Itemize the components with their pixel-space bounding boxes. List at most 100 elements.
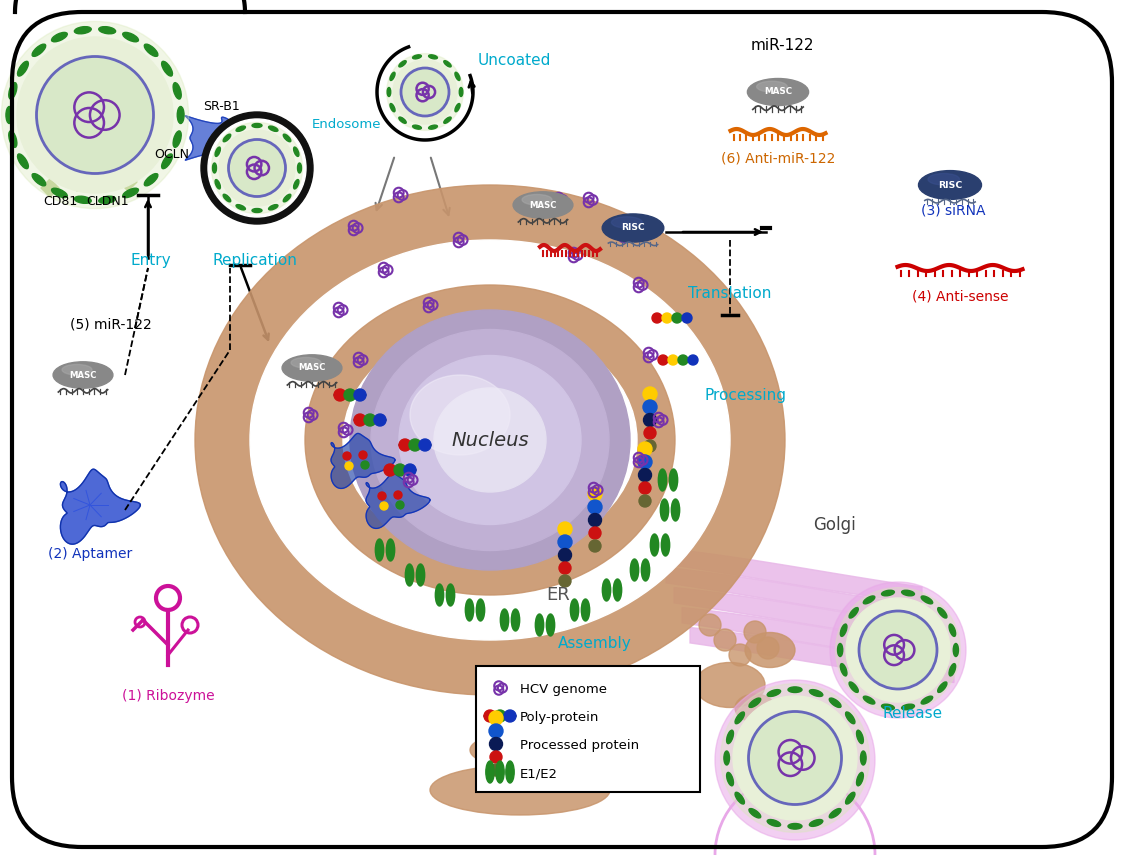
Ellipse shape <box>949 664 956 676</box>
Circle shape <box>733 696 857 820</box>
Circle shape <box>399 439 411 451</box>
Polygon shape <box>674 587 938 642</box>
Text: Assembly: Assembly <box>558 636 632 651</box>
Ellipse shape <box>444 117 451 123</box>
Text: miR-122: miR-122 <box>751 38 814 53</box>
Ellipse shape <box>881 591 895 596</box>
Circle shape <box>229 139 285 196</box>
Ellipse shape <box>32 44 46 57</box>
Polygon shape <box>61 469 141 544</box>
Ellipse shape <box>613 579 622 601</box>
Ellipse shape <box>223 195 231 201</box>
Ellipse shape <box>161 61 172 76</box>
Ellipse shape <box>465 599 473 621</box>
Ellipse shape <box>662 534 669 556</box>
Circle shape <box>678 355 687 365</box>
Ellipse shape <box>650 534 658 556</box>
Ellipse shape <box>350 310 630 570</box>
Ellipse shape <box>641 559 649 581</box>
Ellipse shape <box>195 185 786 695</box>
Circle shape <box>378 492 387 500</box>
Circle shape <box>638 442 653 456</box>
Circle shape <box>394 491 402 499</box>
Ellipse shape <box>669 469 677 491</box>
Ellipse shape <box>724 751 729 765</box>
Ellipse shape <box>788 687 802 692</box>
Circle shape <box>638 455 653 469</box>
Ellipse shape <box>298 163 302 173</box>
Ellipse shape <box>938 682 947 692</box>
Circle shape <box>354 414 366 426</box>
Ellipse shape <box>99 196 116 203</box>
Text: Nucleus: Nucleus <box>451 430 529 449</box>
Text: Entry: Entry <box>130 253 170 268</box>
Circle shape <box>589 540 601 552</box>
Ellipse shape <box>444 60 451 67</box>
Circle shape <box>17 37 174 193</box>
Text: MASC: MASC <box>530 201 557 209</box>
Ellipse shape <box>857 772 863 786</box>
Ellipse shape <box>747 78 808 106</box>
Ellipse shape <box>412 55 421 59</box>
Circle shape <box>361 461 369 469</box>
Text: (4) Anti-sense: (4) Anti-sense <box>912 289 1009 303</box>
Text: Golgi: Golgi <box>814 516 857 534</box>
Circle shape <box>687 355 698 365</box>
Ellipse shape <box>435 584 444 606</box>
Ellipse shape <box>174 131 181 147</box>
Circle shape <box>653 313 662 323</box>
Ellipse shape <box>294 147 299 157</box>
Circle shape <box>829 582 966 718</box>
Ellipse shape <box>841 664 848 676</box>
Ellipse shape <box>735 712 745 724</box>
Ellipse shape <box>919 170 982 200</box>
Text: MASC: MASC <box>70 370 97 380</box>
Ellipse shape <box>99 27 116 34</box>
Circle shape <box>729 644 751 666</box>
Circle shape <box>384 464 396 476</box>
Ellipse shape <box>144 174 158 186</box>
Ellipse shape <box>660 499 668 521</box>
Ellipse shape <box>602 214 664 242</box>
Ellipse shape <box>123 33 139 42</box>
Text: CLDN1: CLDN1 <box>87 195 130 208</box>
Ellipse shape <box>727 772 734 786</box>
Circle shape <box>835 587 960 712</box>
Circle shape <box>354 389 366 401</box>
Ellipse shape <box>387 539 394 561</box>
Ellipse shape <box>282 355 341 381</box>
Circle shape <box>36 57 153 174</box>
Ellipse shape <box>672 499 680 521</box>
Ellipse shape <box>291 357 321 368</box>
Circle shape <box>658 355 668 365</box>
Ellipse shape <box>174 83 181 99</box>
Ellipse shape <box>410 375 511 455</box>
Ellipse shape <box>902 704 914 709</box>
Ellipse shape <box>953 643 958 656</box>
Ellipse shape <box>144 44 158 57</box>
Ellipse shape <box>223 134 231 142</box>
Circle shape <box>208 119 307 217</box>
Ellipse shape <box>496 761 504 783</box>
Ellipse shape <box>283 195 291 201</box>
Ellipse shape <box>74 196 91 203</box>
Ellipse shape <box>294 180 299 189</box>
Ellipse shape <box>470 733 570 767</box>
Ellipse shape <box>52 33 68 42</box>
Ellipse shape <box>658 469 667 491</box>
Ellipse shape <box>849 682 859 692</box>
Text: Replication: Replication <box>213 253 298 268</box>
Text: HCV genome: HCV genome <box>520 684 607 697</box>
Circle shape <box>1 22 188 208</box>
Circle shape <box>396 501 403 509</box>
Ellipse shape <box>390 103 396 112</box>
Ellipse shape <box>215 147 221 157</box>
Circle shape <box>334 389 346 401</box>
Ellipse shape <box>412 125 421 129</box>
Ellipse shape <box>53 362 113 388</box>
Circle shape <box>644 387 657 401</box>
Ellipse shape <box>388 88 391 96</box>
Ellipse shape <box>767 690 781 697</box>
Text: (1) Ribozyme: (1) Ribozyme <box>122 689 214 703</box>
Ellipse shape <box>749 698 761 708</box>
